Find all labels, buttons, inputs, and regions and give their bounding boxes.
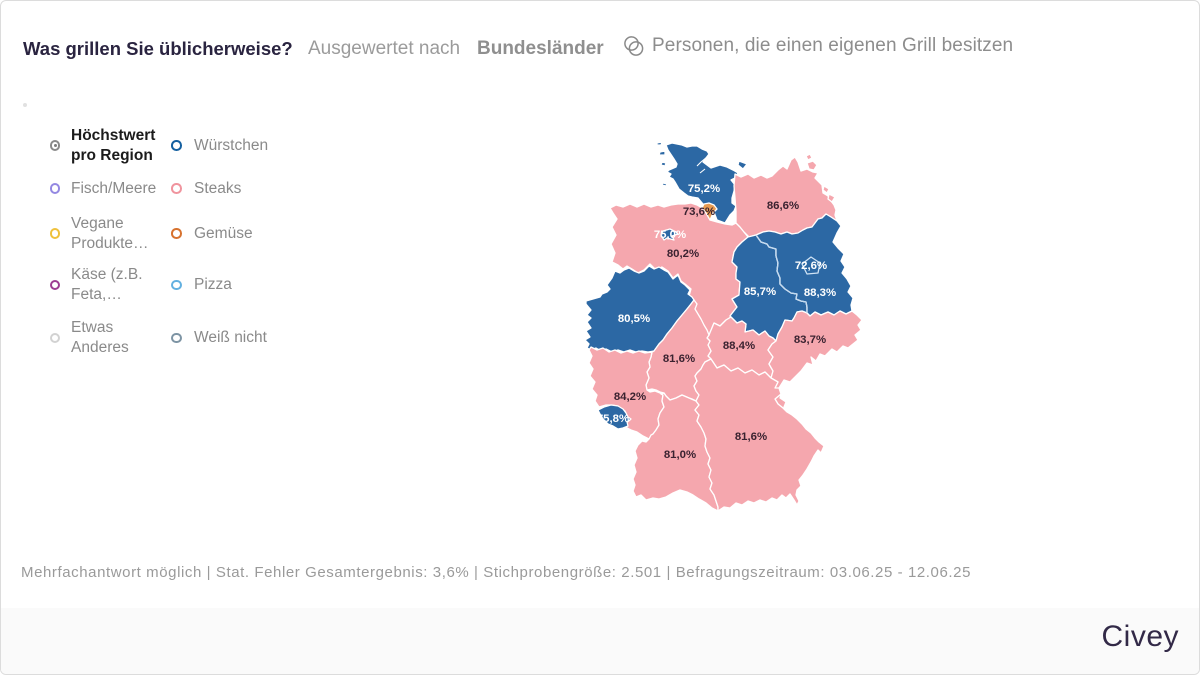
svg-text:85,7%: 85,7%	[744, 286, 776, 298]
svg-text:75,2%: 75,2%	[688, 183, 720, 195]
svg-text:86,6%: 86,6%	[767, 200, 799, 212]
svg-text:81,6%: 81,6%	[735, 431, 767, 443]
svg-text:83,7%: 83,7%	[794, 334, 826, 346]
svg-text:81,0%: 81,0%	[664, 449, 696, 461]
svg-text:80,2%: 80,2%	[667, 248, 699, 260]
svg-text:73,6%: 73,6%	[683, 206, 715, 218]
svg-text:72,6%: 72,6%	[795, 260, 827, 272]
svg-text:75,0%: 75,0%	[654, 229, 686, 241]
svg-text:88,4%: 88,4%	[723, 340, 755, 352]
svg-text:88,3%: 88,3%	[804, 287, 836, 299]
svg-text:81,6%: 81,6%	[663, 353, 695, 365]
svg-text:80,5%: 80,5%	[618, 313, 650, 325]
svg-text:84,2%: 84,2%	[614, 391, 646, 403]
svg-text:75,8%: 75,8%	[597, 413, 629, 425]
